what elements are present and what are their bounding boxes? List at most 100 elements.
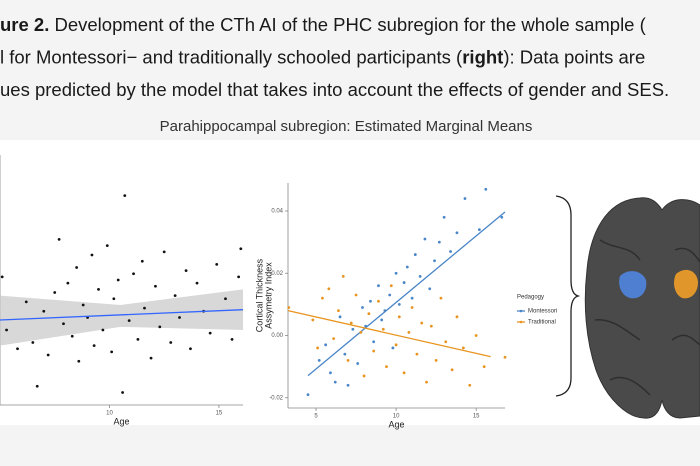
- data-point: [439, 296, 443, 300]
- data-point: [402, 371, 406, 375]
- data-point: [449, 250, 452, 253]
- data-point: [110, 350, 114, 354]
- data-point: [140, 259, 144, 263]
- data-point: [121, 391, 124, 394]
- data-point: [503, 355, 507, 359]
- data-point: [450, 368, 454, 372]
- data-point: [66, 281, 70, 285]
- data-point: [420, 321, 424, 325]
- caption-segment: ues predicted by the model that takes in…: [0, 79, 669, 100]
- caption: ure 2. Development of the CTh AI of the …: [0, 14, 669, 100]
- data-point: [397, 315, 401, 319]
- data-point: [346, 383, 350, 387]
- data-point: [415, 352, 419, 356]
- fit-line: [0, 309, 244, 321]
- data-point: [434, 358, 438, 362]
- data-point: [349, 321, 353, 325]
- x-tick-label: 5: [314, 414, 318, 420]
- data-point: [369, 299, 372, 303]
- data-point: [410, 306, 414, 309]
- data-point: [224, 297, 227, 301]
- data-point: [413, 253, 417, 256]
- legend-dot: [519, 309, 523, 313]
- data-point: [237, 275, 241, 279]
- caption-segment: l for Montessori− and traditionally scho…: [0, 46, 463, 67]
- data-point: [484, 187, 488, 191]
- data-point: [343, 352, 347, 356]
- data-point: [70, 334, 74, 338]
- data-point: [46, 353, 50, 357]
- data-point: [239, 247, 243, 251]
- data-point: [423, 237, 427, 241]
- data-point: [410, 296, 414, 300]
- data-point: [346, 358, 350, 362]
- data-point: [173, 294, 177, 298]
- caption-line: ure 2. Development of the CTh AI of the …: [0, 14, 647, 35]
- data-point: [391, 346, 395, 350]
- data-point: [62, 322, 65, 326]
- data-point: [215, 262, 219, 266]
- data-point: [329, 371, 332, 375]
- x-axis-label: Age: [388, 419, 404, 429]
- data-point: [351, 327, 355, 331]
- data-point: [437, 240, 441, 244]
- data-point: [316, 346, 320, 350]
- caption-segment: ure 2.: [0, 14, 49, 35]
- data-point: [359, 330, 363, 334]
- data-point: [428, 287, 432, 291]
- data-point: [474, 334, 478, 337]
- charts: 10 15 Age 5 10 15 -0.02 0.00 0.02 0.04 Age Cortical…: [0, 155, 557, 429]
- data-point: [332, 337, 336, 341]
- data-point: [92, 344, 96, 348]
- confidence-band: [0, 289, 243, 346]
- data-point: [189, 347, 192, 351]
- data-point: [136, 337, 140, 341]
- brain: [584, 197, 700, 419]
- legend-dot: [519, 320, 523, 324]
- data-point: [123, 194, 127, 198]
- x-tick-label: 15: [473, 414, 480, 420]
- data-point: [127, 319, 131, 323]
- caption-segment: Development of the CTh AI of the PHC sub…: [49, 14, 646, 35]
- y-axis-label: Assymetry Index: [263, 262, 273, 329]
- data-point: [444, 340, 448, 344]
- data-point: [143, 306, 146, 310]
- data-point: [162, 250, 166, 254]
- data-point: [327, 287, 331, 291]
- data-point: [158, 325, 162, 329]
- data-point: [57, 237, 61, 241]
- x-tick-label: 10: [106, 411, 113, 417]
- data-point: [394, 343, 398, 347]
- data-point: [97, 287, 100, 291]
- data-point: [425, 380, 428, 384]
- data-point: [442, 215, 446, 219]
- data-point: [230, 337, 234, 341]
- sulci: [594, 239, 700, 396]
- data-point: [397, 302, 401, 306]
- data-point: [311, 318, 315, 322]
- data-point: [337, 309, 340, 312]
- data-point: [77, 359, 81, 363]
- data-point: [5, 328, 8, 332]
- data-point: [35, 384, 39, 388]
- data-point: [407, 330, 411, 334]
- data-point: [154, 284, 157, 288]
- figure-panel: [0, 140, 700, 425]
- y-tick-label: 0.04: [271, 209, 283, 215]
- data-point: [42, 309, 46, 313]
- data-point: [105, 244, 109, 248]
- data-point: [372, 340, 376, 344]
- x-tick-label: 15: [216, 411, 223, 417]
- fit-line: [307, 211, 506, 377]
- data-point: [482, 365, 486, 369]
- data-point: [418, 274, 422, 278]
- data-point: [16, 347, 19, 351]
- data-point: [394, 271, 398, 275]
- data-point: [381, 327, 385, 331]
- data-point: [24, 300, 28, 304]
- data-point: [101, 328, 105, 332]
- data-point: [361, 306, 364, 309]
- y-tick-label: 0.02: [271, 271, 283, 277]
- data-point: [433, 259, 436, 263]
- data-point: [116, 278, 120, 282]
